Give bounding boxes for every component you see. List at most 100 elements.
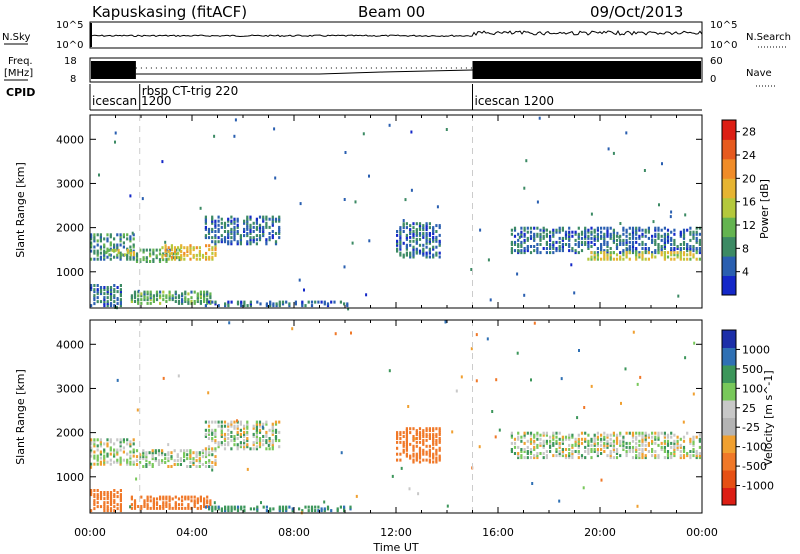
data-cell — [96, 251, 99, 255]
data-cell — [132, 237, 135, 241]
data-cell — [436, 205, 439, 209]
data-cell — [211, 420, 214, 424]
data-cell — [126, 462, 129, 466]
data-cell — [227, 230, 230, 233]
data-cell — [271, 215, 274, 219]
data-cell — [689, 253, 692, 257]
data-cell — [96, 243, 99, 247]
data-cell — [119, 237, 122, 241]
data-cell — [116, 255, 119, 259]
data-cell — [631, 240, 635, 244]
data-cell — [203, 505, 206, 508]
data-cell — [510, 441, 513, 445]
data-cell — [651, 431, 654, 435]
data-cell — [214, 253, 217, 257]
data-cell — [612, 439, 615, 443]
data-cell — [698, 257, 701, 261]
data-cell — [255, 227, 258, 231]
data-cell — [199, 300, 202, 303]
data-cell — [278, 217, 281, 221]
data-cell — [165, 503, 168, 507]
data-cell — [587, 448, 590, 451]
data-cell — [526, 236, 529, 240]
data-cell — [271, 219, 274, 223]
data-cell — [666, 251, 670, 255]
data-cell — [539, 437, 542, 441]
data-cell — [173, 257, 177, 261]
data-cell — [243, 447, 246, 451]
data-cell — [262, 422, 265, 426]
power-plot-frame — [89, 114, 703, 309]
data-cell — [252, 240, 255, 244]
data-cell — [96, 448, 99, 452]
data-cell — [265, 217, 268, 221]
data-cell — [619, 222, 622, 225]
data-cell — [615, 435, 619, 439]
data-cell — [164, 253, 167, 257]
data-cell — [590, 456, 593, 460]
data-cell — [412, 222, 415, 226]
data-cell — [409, 454, 412, 458]
data-cell — [407, 405, 410, 408]
data-cell — [402, 255, 405, 259]
data-cell — [184, 300, 187, 303]
data-cell — [220, 509, 223, 513]
data-cell — [204, 447, 207, 451]
data-cell — [399, 437, 402, 440]
data-cell — [116, 253, 119, 257]
data-cell — [145, 465, 148, 468]
data-cell — [255, 437, 258, 440]
data-cell — [271, 223, 274, 227]
data-cell — [146, 290, 149, 294]
data-cell — [669, 215, 672, 219]
data-cell — [638, 234, 641, 238]
data-cell — [418, 224, 422, 228]
data-cell — [240, 507, 243, 511]
data-cell — [167, 443, 170, 447]
data-cell — [542, 228, 545, 232]
data-cell — [651, 238, 654, 242]
data-cell — [644, 437, 647, 441]
data-cell — [145, 248, 148, 252]
data-cell — [622, 443, 625, 447]
data-cell — [109, 286, 113, 289]
data-cell — [211, 230, 214, 233]
data-cell — [692, 247, 695, 250]
data-cell — [224, 509, 227, 513]
data-cell — [274, 435, 278, 438]
data-cell — [676, 245, 679, 248]
data-cell — [628, 445, 631, 449]
data-cell — [428, 454, 431, 458]
data-cell — [164, 246, 167, 250]
data-cell — [644, 228, 647, 232]
data-cell — [193, 503, 196, 507]
data-cell — [93, 290, 96, 294]
data-cell — [201, 451, 204, 455]
data-cell — [133, 290, 137, 294]
data-cell — [307, 505, 310, 509]
nave-tick-bottom: 0 — [710, 74, 716, 85]
data-cell — [545, 240, 548, 244]
data-cell — [93, 499, 96, 503]
data-cell — [149, 290, 152, 294]
data-cell — [236, 443, 239, 447]
data-cell — [132, 251, 135, 255]
data-cell — [682, 240, 686, 244]
data-cell — [628, 450, 631, 453]
data-cell — [606, 245, 609, 248]
data-cell — [189, 453, 192, 457]
data-cell — [173, 251, 177, 255]
data-cell — [236, 432, 239, 436]
data-cell — [438, 454, 441, 458]
data-cell — [130, 497, 133, 501]
data-cell — [520, 435, 523, 439]
data-cell — [349, 507, 352, 511]
data-cell — [517, 243, 520, 246]
data-cell — [606, 240, 609, 244]
data-cell — [265, 240, 268, 244]
data-cell — [396, 431, 399, 435]
data-cell — [140, 506, 143, 510]
data-cell — [435, 253, 438, 257]
data-cell — [425, 245, 428, 249]
data-cell — [596, 255, 599, 259]
